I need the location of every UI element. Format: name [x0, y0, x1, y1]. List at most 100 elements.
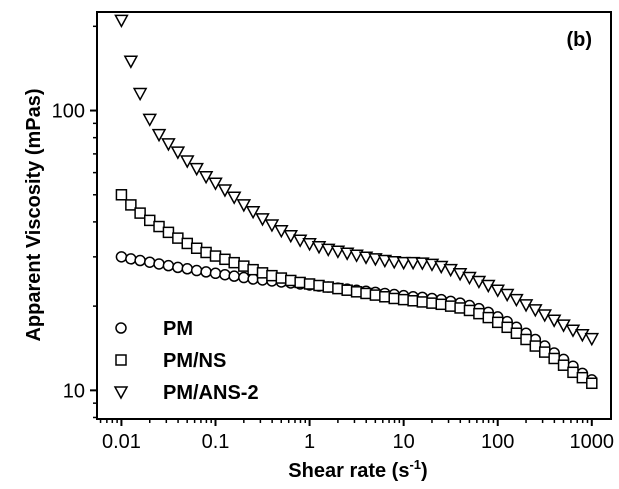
legend-item: PM	[115, 318, 193, 340]
data-point	[538, 346, 551, 358]
data-point	[415, 257, 430, 271]
legend-item: PM/ANS-2	[113, 382, 259, 404]
data-point	[575, 329, 590, 343]
data-point	[132, 87, 148, 102]
data-point	[190, 242, 203, 255]
x-axis-title-main: Shear rate (s	[288, 460, 409, 482]
data-point	[584, 332, 600, 347]
data-point	[153, 220, 165, 233]
data-point	[209, 267, 222, 280]
data-point	[283, 229, 299, 244]
data-point	[360, 287, 372, 300]
data-point	[397, 293, 410, 306]
data-point	[510, 327, 523, 339]
data-point	[226, 191, 242, 205]
data-point	[134, 254, 146, 267]
data-point	[303, 278, 316, 290]
data-point	[473, 307, 485, 320]
legend-item: PM/NS	[115, 350, 226, 372]
data-point	[228, 256, 240, 269]
legend-label: PM/NS	[163, 350, 226, 372]
x-axis-title-close: )	[421, 460, 428, 482]
data-point	[358, 251, 374, 265]
data-point	[396, 256, 411, 271]
x-axis-title: Shear rate (s-1)	[288, 457, 427, 482]
x-tick-label: 100	[481, 431, 514, 453]
data-point	[557, 359, 570, 371]
legend: PM PM/NS PM/ANS-2	[113, 318, 259, 404]
data-point	[238, 260, 250, 272]
data-point	[142, 113, 158, 127]
data-point	[114, 14, 129, 28]
data-point	[386, 256, 402, 270]
data-point	[208, 177, 223, 191]
data-point	[181, 263, 194, 275]
data-point	[200, 246, 212, 259]
data-point	[161, 138, 176, 152]
data-point	[247, 263, 259, 276]
data-point	[491, 316, 504, 329]
x-tick-label: 0.01	[102, 431, 141, 453]
data-point	[435, 298, 447, 311]
series-1	[115, 189, 598, 390]
data-point	[481, 279, 496, 294]
data-point	[162, 226, 175, 239]
data-point	[209, 250, 222, 262]
data-point	[454, 302, 466, 314]
data-point	[529, 340, 542, 352]
data-point	[369, 289, 382, 301]
x-tick-label: 10	[393, 431, 415, 453]
data-point	[368, 253, 383, 267]
data-point	[379, 291, 391, 303]
y-axis: 10 100	[52, 25, 97, 419]
series-2	[114, 14, 600, 347]
data-point	[463, 304, 476, 317]
data-point	[266, 269, 278, 282]
data-point	[236, 199, 252, 213]
data-point	[490, 284, 505, 298]
data-point	[388, 292, 400, 305]
data-point	[153, 258, 165, 270]
data-point	[123, 55, 139, 69]
data-point	[238, 271, 250, 284]
y-axis-title: Apparent Viscosity (mPas)	[23, 88, 45, 341]
data-point	[471, 275, 487, 290]
data-point	[548, 352, 560, 365]
data-point	[217, 184, 233, 198]
data-point	[452, 268, 468, 282]
data-point	[170, 146, 186, 160]
data-point	[292, 234, 308, 248]
data-point	[134, 207, 146, 219]
data-markers	[114, 14, 600, 390]
data-point	[482, 311, 495, 324]
data-point	[143, 214, 156, 227]
data-point	[444, 300, 457, 312]
legend-marker	[115, 354, 127, 366]
data-point	[228, 270, 240, 282]
data-point	[245, 205, 261, 220]
legend-label: PM/ANS-2	[163, 382, 259, 404]
data-point	[405, 256, 421, 271]
data-point	[565, 324, 581, 338]
data-point	[377, 254, 393, 269]
data-point	[125, 253, 137, 265]
data-point	[151, 128, 167, 143]
data-point	[219, 268, 231, 281]
data-point	[172, 232, 184, 244]
data-point	[332, 282, 344, 295]
data-point	[189, 162, 204, 177]
data-point	[294, 276, 306, 289]
data-point	[190, 264, 203, 277]
data-point	[576, 371, 589, 384]
y-tick-label: 100	[52, 101, 85, 123]
panel-label: (b)	[566, 29, 592, 51]
data-point	[247, 273, 259, 285]
x-axis-title-exponent: -1	[409, 457, 421, 472]
data-point	[416, 296, 429, 308]
data-point	[443, 263, 458, 278]
x-axis: 0.01 0.1 1 10 100 1000	[99, 419, 614, 453]
data-point	[162, 259, 175, 272]
legend-label: PM	[163, 318, 193, 340]
data-point	[115, 251, 128, 263]
